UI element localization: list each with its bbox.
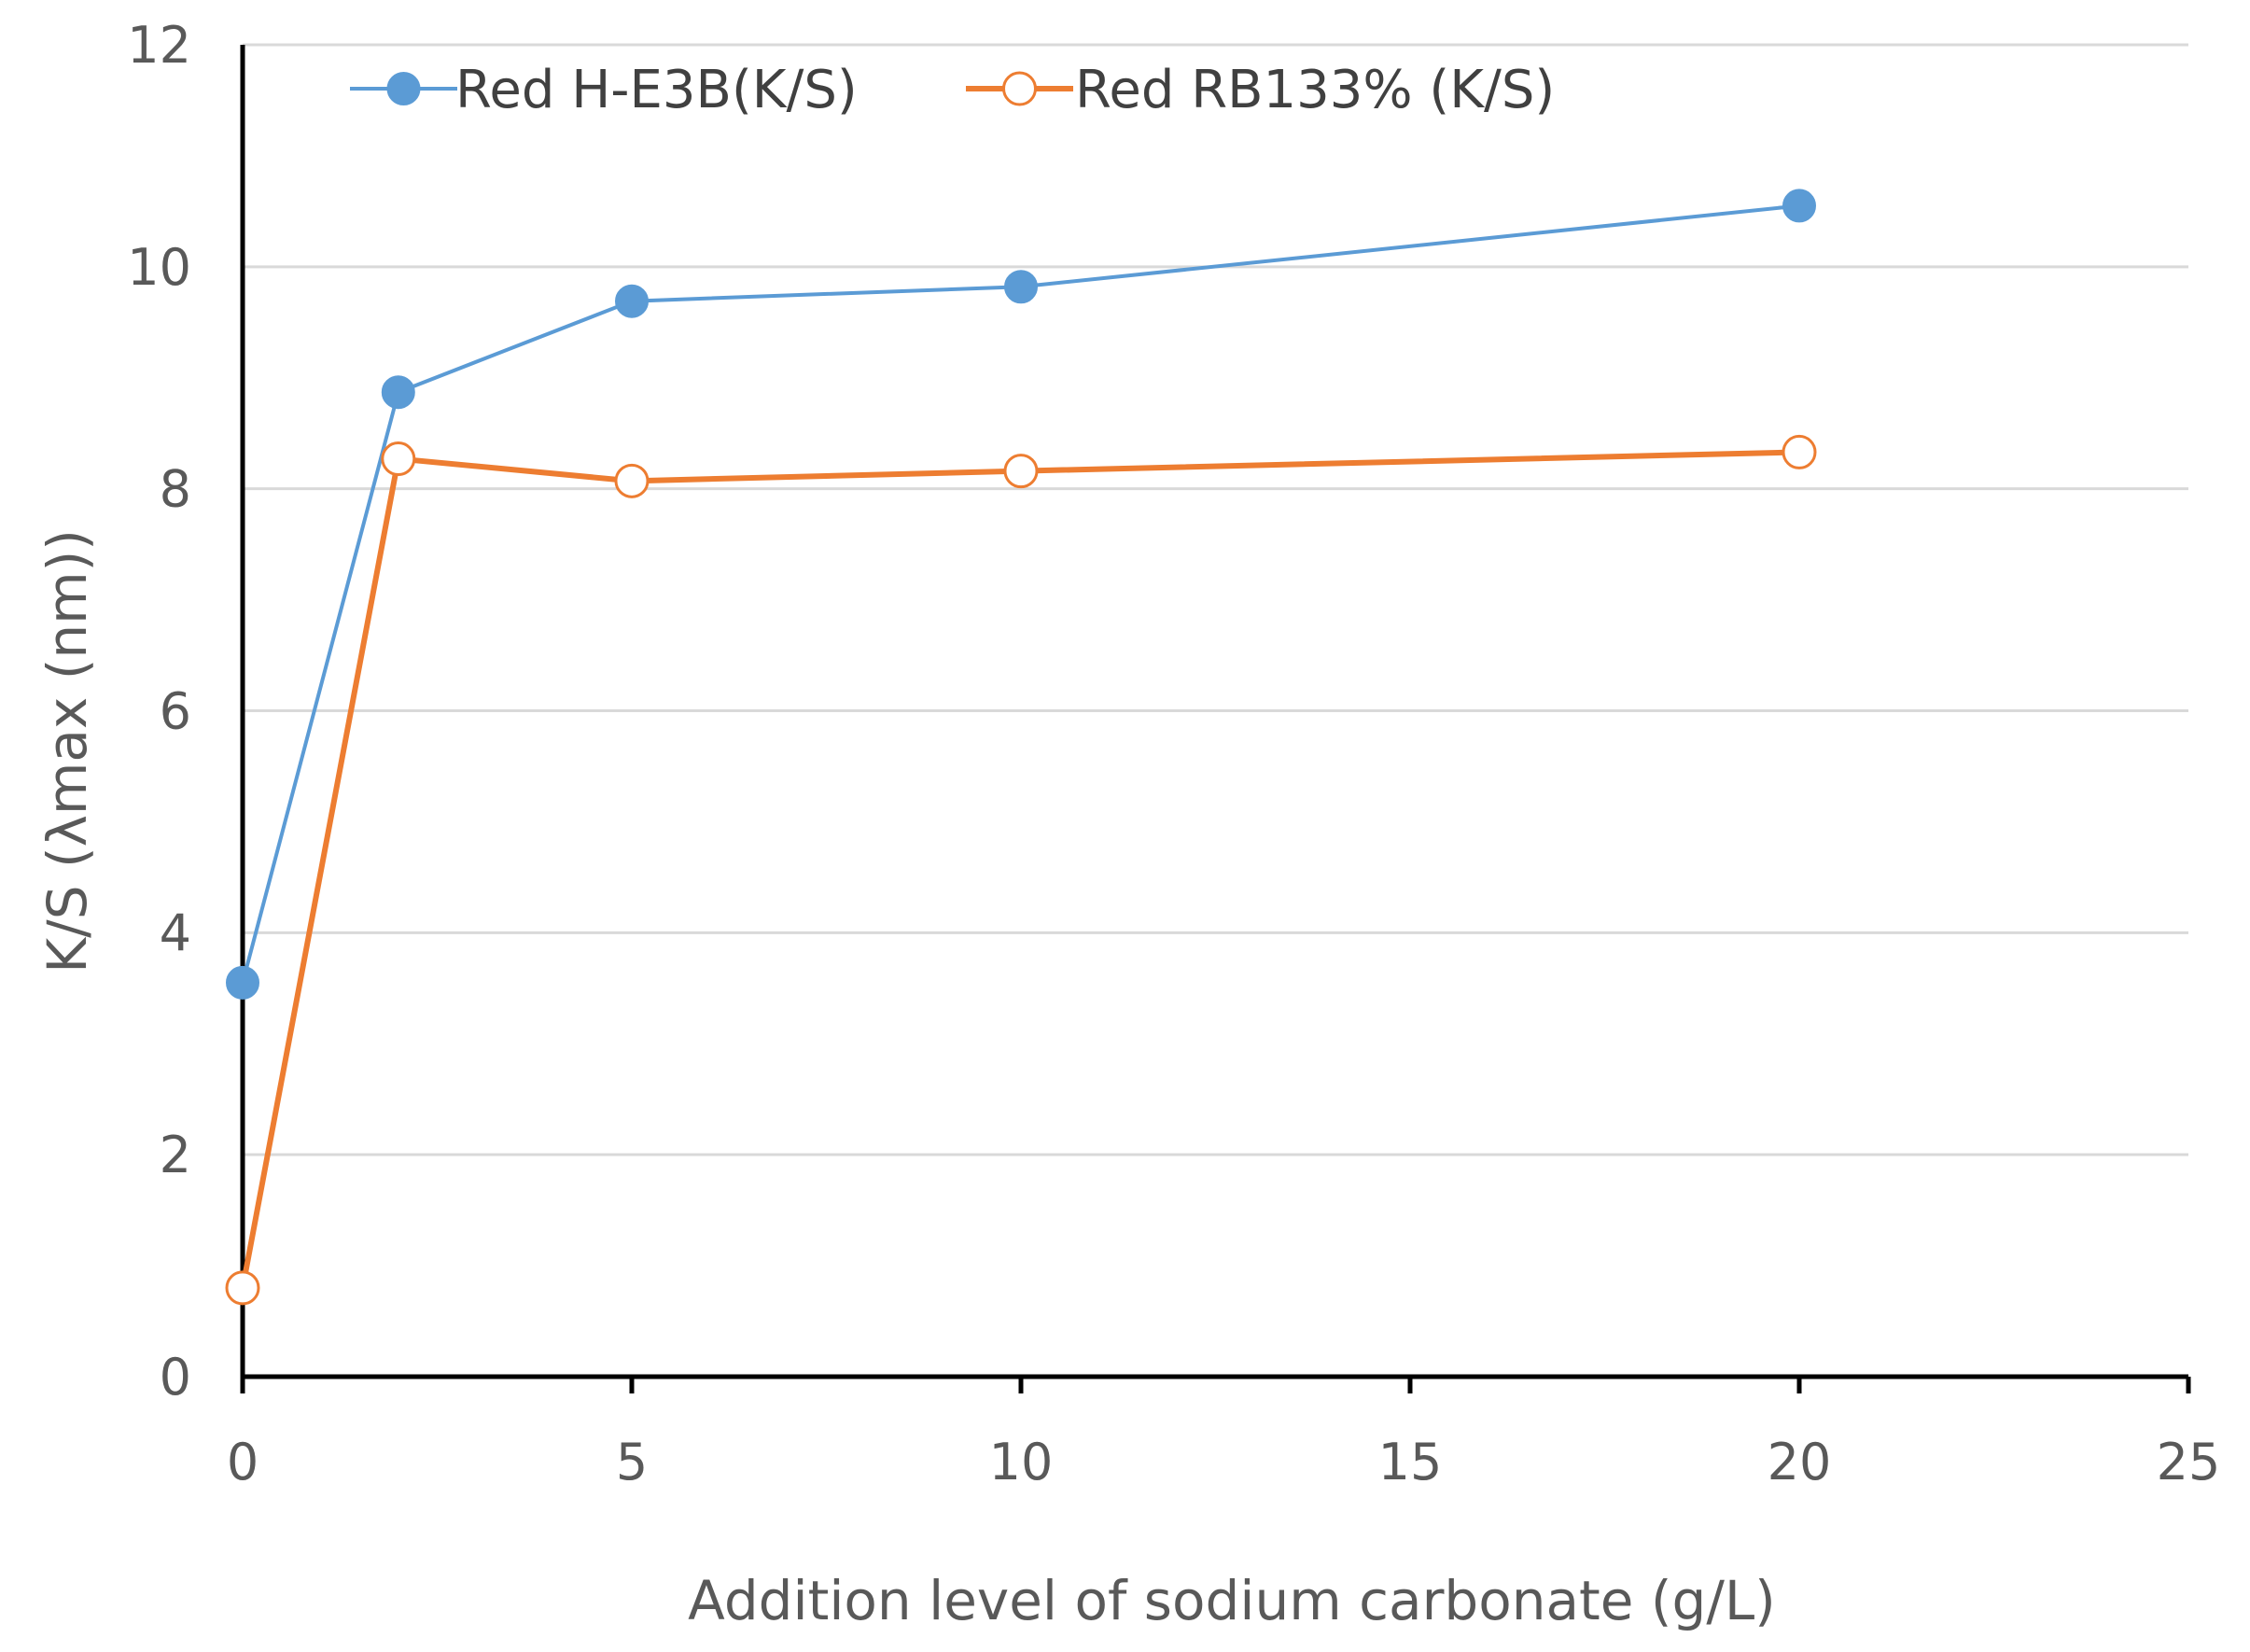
data-point-s1-4 xyxy=(1782,189,1816,223)
x-tick-label-0: 0 xyxy=(227,1433,259,1491)
x-tick-label-5: 5 xyxy=(616,1433,648,1491)
x-tick-label-20: 20 xyxy=(1768,1433,1832,1491)
series-2 xyxy=(225,434,1817,1306)
legend-item-1: Red H-E3B(K/S) xyxy=(350,60,858,120)
y-tick-label-4: 4 xyxy=(160,903,191,962)
y-axis-title: K/S (λmax (nm)) xyxy=(35,529,99,973)
legend-swatch-marker-2 xyxy=(1002,71,1037,106)
series-1 xyxy=(226,189,1816,1000)
y-tick-label-6: 6 xyxy=(160,682,191,741)
axes xyxy=(240,45,2191,1393)
legend: Red H-E3B(K/S) Red RB133% (K/S) xyxy=(350,60,1555,120)
x-tick-label-10: 10 xyxy=(989,1433,1054,1491)
y-tick-label-0: 0 xyxy=(160,1348,191,1407)
data-point-s1-3 xyxy=(1004,270,1038,304)
tick-labels: 0 5 10 15 20 25 0 2 4 6 8 10 12 xyxy=(127,16,2220,1491)
legend-label-1: Red H-E3B(K/S) xyxy=(455,60,858,120)
data-point-s1-1 xyxy=(381,375,415,410)
data-point-s2-4 xyxy=(1782,434,1817,469)
grid-lines xyxy=(243,43,2188,1156)
data-point-s2-1 xyxy=(381,441,416,477)
legend-swatch-marker-1 xyxy=(386,72,421,105)
x-tick-label-15: 15 xyxy=(1378,1433,1443,1491)
y-tick-label-10: 10 xyxy=(127,238,191,297)
series-lines xyxy=(225,189,1817,1306)
x-tick-label-25: 25 xyxy=(2157,1433,2221,1491)
y-tick-label-12: 12 xyxy=(127,16,191,75)
series-line-1 xyxy=(241,203,1800,984)
y-tick-label-2: 2 xyxy=(160,1126,191,1184)
data-point-s2-2 xyxy=(614,463,650,498)
data-point-s2-0 xyxy=(225,1270,260,1306)
y-tick-label-8: 8 xyxy=(160,460,191,519)
legend-label-2: Red RB133% (K/S) xyxy=(1075,60,1555,120)
x-axis-title: Addition level of sodium carbonate (g/L) xyxy=(688,1569,1776,1632)
data-point-s1-2 xyxy=(615,284,649,318)
legend-item-2: Red RB133% (K/S) xyxy=(966,60,1555,120)
data-point-s2-3 xyxy=(1003,454,1039,489)
series-line-2 xyxy=(240,449,1800,1289)
data-point-s1-0 xyxy=(226,965,259,1000)
